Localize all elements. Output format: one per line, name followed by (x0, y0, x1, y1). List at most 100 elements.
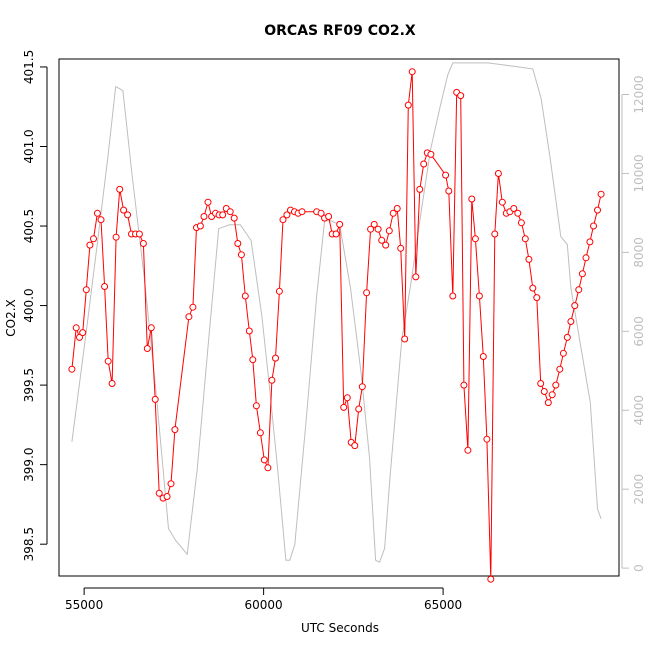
data-point (468, 195, 476, 203)
data-point (389, 209, 397, 217)
data-point (155, 489, 163, 497)
data-point (404, 101, 412, 109)
data-point (374, 225, 382, 233)
bottom-axis: 55000 60000 65000 (65, 587, 462, 612)
data-point (385, 227, 393, 235)
data-point (544, 399, 552, 407)
y-tick-label: 401.0 (22, 129, 36, 163)
data-point (487, 575, 495, 583)
data-point (90, 235, 97, 243)
data-point (151, 395, 159, 403)
data-point (351, 442, 359, 450)
x-tick-label: 60000 (245, 598, 283, 612)
data-point (336, 220, 344, 228)
data-point (76, 333, 83, 341)
data-point (464, 446, 472, 454)
data-point (427, 150, 435, 158)
data-point (260, 456, 268, 464)
data-point (283, 211, 291, 219)
data-point (582, 254, 590, 262)
plot-frame (58, 58, 620, 577)
data-point (196, 222, 204, 230)
data-point (363, 289, 371, 297)
data-point (586, 238, 594, 246)
data-point (139, 240, 147, 247)
data-point (479, 353, 487, 360)
data-point (483, 435, 491, 443)
data-point (491, 230, 499, 238)
data-point (343, 394, 351, 402)
data-point (112, 233, 120, 241)
data-point (408, 68, 416, 76)
data-point (226, 208, 234, 216)
x-tick-label: 65000 (424, 598, 462, 612)
data-point (204, 198, 212, 206)
data-point (590, 222, 597, 230)
data-point (556, 365, 564, 373)
data-point (401, 335, 409, 343)
data-point (82, 286, 90, 294)
data-point (317, 209, 325, 217)
data-point (272, 354, 279, 362)
data-point (97, 216, 105, 224)
right-axis: 0 2000 4000 6000 8000 10000 12000 (621, 75, 646, 572)
data-point (332, 230, 340, 238)
data-point (171, 426, 179, 434)
data-point (256, 429, 264, 437)
data-point (101, 283, 109, 290)
data-point (245, 327, 253, 335)
data-point (471, 235, 479, 243)
data-point (382, 241, 390, 249)
data-point (230, 214, 238, 222)
data-point (548, 391, 556, 399)
data-point (563, 333, 571, 341)
data-point (79, 329, 87, 337)
data-point (108, 380, 116, 387)
data-point (525, 255, 533, 263)
data-point (597, 190, 605, 198)
data-point (237, 251, 245, 259)
data-point (449, 292, 457, 300)
data-point (540, 388, 548, 395)
left-axis: 398.5 399.0 399.5 400.0 400.5 401.0 401.5 (22, 50, 48, 561)
y2-tick-label: 0 (632, 564, 646, 572)
data-point (378, 236, 386, 244)
data-point (514, 209, 522, 217)
data-point (571, 302, 579, 310)
data-point (370, 220, 378, 228)
x-axis-label: UTC Seconds (301, 621, 379, 635)
data-point (268, 376, 276, 384)
data-point (578, 270, 586, 278)
data-point (358, 383, 366, 391)
data-point (163, 493, 171, 500)
data-point (72, 324, 80, 332)
data-point (185, 313, 193, 321)
y2-tick-label: 6000 (632, 316, 646, 347)
secondary-series-line (71, 62, 602, 563)
data-point (552, 381, 560, 389)
y2-tick-label: 4000 (632, 395, 646, 426)
data-point (143, 345, 151, 352)
data-point (355, 405, 363, 413)
data-point (298, 208, 306, 216)
data-point (494, 170, 502, 177)
data-point (279, 216, 287, 224)
data-point (167, 480, 175, 488)
data-point (559, 349, 567, 357)
data-point (393, 205, 401, 212)
y2-tick-label: 10000 (632, 154, 646, 192)
data-point (517, 219, 525, 227)
y-tick-label: 399.0 (22, 447, 36, 481)
data-point (533, 294, 541, 302)
data-point (412, 273, 420, 281)
data-point (397, 244, 405, 252)
data-point (442, 171, 450, 179)
data-point (325, 213, 333, 220)
data-point (116, 185, 124, 193)
data-point (200, 213, 208, 220)
y-tick-label: 400.0 (22, 288, 36, 322)
data-point (367, 225, 375, 233)
data-point (567, 318, 575, 325)
data-point (475, 292, 483, 300)
